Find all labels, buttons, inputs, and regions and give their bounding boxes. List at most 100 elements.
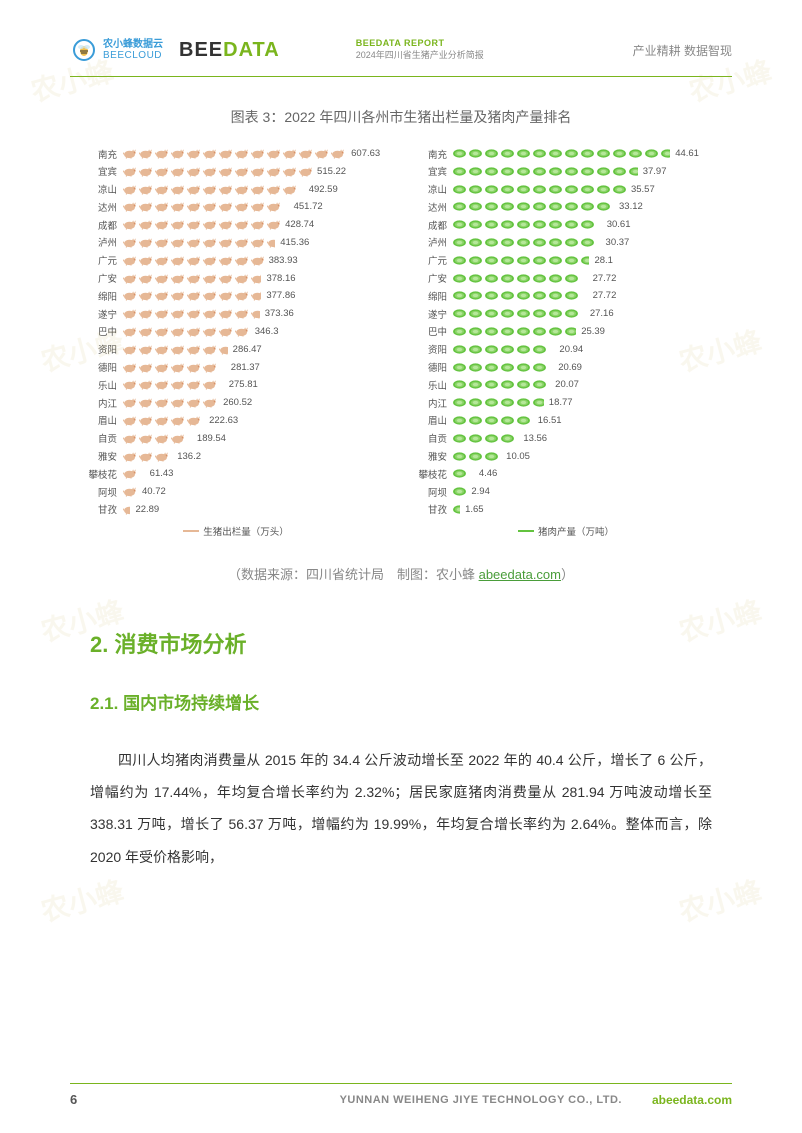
hbar-label: 德阳 — [80, 360, 122, 374]
hbar-bar — [452, 432, 518, 444]
hbar-label: 广元 — [80, 253, 122, 267]
hbar-value: 20.94 — [559, 344, 583, 355]
hbar-bar — [122, 379, 224, 391]
hbar-label: 阿坝 — [410, 485, 452, 499]
chart-title: 图表 3：2022 年四川各州市生猪出栏量及猪肉产量排名 — [0, 107, 802, 127]
hbar-value: 30.61 — [607, 219, 631, 230]
hbar-label: 甘孜 — [410, 502, 452, 516]
hbar-value: 428.74 — [285, 219, 314, 230]
hbar-value: 136.2 — [177, 451, 201, 462]
hbar-bar — [122, 468, 145, 480]
hbar-label: 雅安 — [410, 449, 452, 463]
hbar-label: 遂宁 — [80, 307, 122, 321]
section-heading-2: 2.1. 国内市场持续增长 — [90, 689, 712, 714]
hbar-bar — [122, 503, 130, 515]
hbar-row: 南充 — [80, 145, 392, 162]
hbar-value: 515.22 — [317, 166, 346, 177]
hbar-bar — [122, 397, 218, 409]
hbar-value: 20.69 — [558, 362, 582, 373]
legend-label: 猪肉产量（万吨） — [538, 524, 614, 538]
hbar-row: 内江 18.77 — [410, 394, 722, 411]
hbar-value: 377.86 — [266, 290, 295, 301]
hbar-label: 绵阳 — [80, 289, 122, 303]
hbar-label: 成都 — [80, 218, 122, 232]
hbar-label: 资阳 — [80, 342, 122, 356]
hbar-bar — [122, 432, 192, 444]
legend-swatch — [183, 530, 199, 532]
legend-swatch — [518, 530, 534, 532]
hbar-label: 宜宾 — [410, 164, 452, 178]
hbar-bar — [452, 201, 614, 213]
hbar-label: 德阳 — [410, 360, 452, 374]
hbar-value: 22.89 — [135, 504, 159, 515]
hbar-label: 广元 — [410, 253, 452, 267]
bee-icon — [70, 36, 98, 64]
hbar-value: 25.39 — [581, 326, 605, 337]
hbar-label: 内江 — [80, 396, 122, 410]
hbar-label: 达州 — [80, 200, 122, 214]
hbar-label: 泸州 — [410, 235, 452, 249]
hbar-row: 遂宁 27.16 — [410, 305, 722, 322]
hbar-value: 40.72 — [142, 486, 166, 497]
hbar-bar — [122, 361, 226, 373]
hbar-bar — [452, 486, 466, 498]
hbar-row: 资阳 20.94 — [410, 341, 722, 358]
hbar-row: 广安 — [80, 270, 392, 287]
hbar-value: 35.57 — [631, 184, 655, 195]
hbar-value: 20.07 — [555, 379, 579, 390]
hbar-bar — [452, 379, 550, 391]
hbar-value: 30.37 — [606, 237, 630, 248]
hbar-row: 广元 — [80, 252, 392, 269]
source-link[interactable]: abeedata.com — [479, 567, 561, 582]
hbar-label: 广安 — [80, 271, 122, 285]
hbar-value: 2.94 — [471, 486, 490, 497]
hbar-bar — [122, 290, 261, 302]
hbar-bar — [452, 254, 589, 266]
hbar-row: 雅安 10.05 — [410, 448, 722, 465]
hbar-label: 自贡 — [80, 431, 122, 445]
hbar-bar — [452, 397, 544, 409]
hbar-label: 阿坝 — [80, 485, 122, 499]
hbar-row: 广安 27.72 — [410, 270, 722, 287]
footer-company: YUNNAN WEIHENG JIYE TECHNOLOGY CO., LTD. — [340, 1094, 622, 1106]
hbar-value: 451.72 — [294, 201, 323, 212]
hbar-row: 凉山 — [410, 181, 722, 198]
hbar-bar — [122, 165, 312, 177]
hbar-bar — [452, 414, 533, 426]
hbar-label: 资阳 — [410, 342, 452, 356]
beecloud-en: BEECLOUD — [103, 50, 163, 61]
footer-domain: abeedata.com — [652, 1093, 732, 1107]
hbar-value: 28.1 — [594, 255, 613, 266]
hbar-label: 眉山 — [410, 413, 452, 427]
page-footer: 6 YUNNAN WEIHENG JIYE TECHNOLOGY CO., LT… — [0, 1083, 802, 1107]
hbar-row: 泸州 30.37 — [410, 234, 722, 251]
hbar-row: 成都 30.61 — [410, 216, 722, 233]
chart-legend: 猪肉产量（万吨） — [410, 524, 722, 538]
hbar-value: 492.59 — [309, 184, 338, 195]
hbar-row: 德阳 — [80, 359, 392, 376]
hbar-label: 自贡 — [410, 431, 452, 445]
page-number: 6 — [70, 1092, 77, 1107]
hbar-bar — [122, 450, 172, 462]
hbar-value: 275.81 — [229, 379, 258, 390]
hbar-bar — [452, 272, 588, 284]
hbar-bar — [122, 325, 250, 337]
hbar-row: 眉山 — [80, 412, 392, 429]
hbar-value: 37.97 — [643, 166, 667, 177]
hbar-value: 607.63 — [351, 148, 380, 159]
hbar-label: 凉山 — [410, 182, 452, 196]
hbar-value: 1.65 — [465, 504, 484, 515]
hbar-label: 攀枝花 — [410, 467, 452, 481]
hbar-value: 373.36 — [265, 308, 294, 319]
hbar-row: 乐山 20.07 — [410, 376, 722, 393]
hbar-label: 广安 — [410, 271, 452, 285]
hbar-value: 61.43 — [150, 468, 174, 479]
chart-legend: 生猪出栏量（万头） — [80, 524, 392, 538]
hbar-row: 阿坝 40.72 — [80, 483, 392, 500]
hbar-row: 绵阳 27.72 — [410, 287, 722, 304]
hbar-label: 雅安 — [80, 449, 122, 463]
hbar-row: 乐山 — [80, 376, 392, 393]
hbar-label: 达州 — [410, 200, 452, 214]
hbar-bar — [452, 325, 576, 337]
hbar-value: 383.93 — [269, 255, 298, 266]
